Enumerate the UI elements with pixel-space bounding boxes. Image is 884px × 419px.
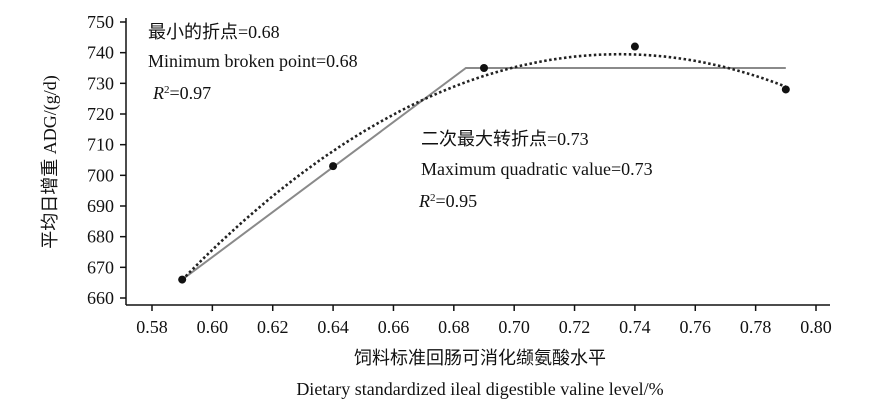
x-tick-label: 0.58 bbox=[136, 317, 168, 337]
y-tick-label: 680 bbox=[87, 227, 114, 247]
data-point bbox=[329, 162, 338, 171]
broken-r2-value: =0.97 bbox=[170, 83, 212, 103]
data-point bbox=[178, 275, 187, 284]
x-tick-label: 0.74 bbox=[619, 317, 651, 337]
x-tick-label: 0.68 bbox=[438, 317, 470, 337]
x-tick-label: 0.66 bbox=[378, 317, 410, 337]
x-tick-label: 0.80 bbox=[800, 317, 832, 337]
y-tick-label: 720 bbox=[87, 104, 114, 124]
quadratic-r2-sup: 2 bbox=[430, 192, 436, 204]
quadratic-r2-value: =0.95 bbox=[436, 191, 478, 211]
data-points bbox=[178, 42, 790, 284]
y-tick-label: 660 bbox=[87, 288, 114, 308]
x-axis-label-cn: 饲料标准回肠可消化缬氨酸水平 bbox=[354, 348, 606, 368]
broken-r2-sup: 2 bbox=[164, 84, 170, 96]
x-tick-label: 0.76 bbox=[680, 317, 712, 337]
y-tick-label: 750 bbox=[87, 12, 114, 32]
quadratic-label-en: Maximum quadratic value=0.73 bbox=[421, 159, 653, 179]
y-tick-label: 690 bbox=[87, 196, 114, 216]
x-tick-label: 0.72 bbox=[559, 317, 591, 337]
y-tick-label: 730 bbox=[87, 73, 114, 93]
y-axis-label: 平均日增重 ADG/(g/d) bbox=[40, 75, 61, 249]
x-tick-label: 0.70 bbox=[498, 317, 530, 337]
quadratic-label-cn: 二次最大转折点=0.73 bbox=[421, 129, 589, 149]
axes bbox=[125, 18, 830, 306]
y-ticks: 660 670 680 690 700 710 720 730 740 750 bbox=[87, 12, 126, 308]
broken-r2-label: R2=0.97 bbox=[152, 83, 211, 103]
x-axis-label-en: Dietary standardized ileal digestible va… bbox=[296, 379, 663, 399]
data-point bbox=[630, 42, 639, 51]
broken-r2-prefix: R bbox=[152, 83, 164, 103]
x-ticks: 0.58 0.60 0.62 0.64 0.66 0.68 0.70 0.72 0.74 0.76… bbox=[136, 305, 832, 337]
data-point bbox=[781, 85, 790, 94]
x-tick-label: 0.62 bbox=[257, 317, 289, 337]
y-tick-label: 710 bbox=[87, 135, 114, 155]
y-tick-label: 700 bbox=[87, 165, 114, 185]
y-tick-label: 670 bbox=[87, 257, 114, 277]
broken-line-series bbox=[181, 67, 786, 281]
broken-point-label-cn: 最小的折点=0.68 bbox=[148, 22, 280, 42]
x-tick-label: 0.64 bbox=[317, 317, 349, 337]
quadratic-r2-label: R2=0.95 bbox=[418, 191, 477, 211]
x-tick-label: 0.78 bbox=[740, 317, 772, 337]
broken-point-label-en: Minimum broken point=0.68 bbox=[148, 51, 358, 71]
quadratic-curve-series bbox=[181, 52, 787, 281]
quadratic-r2-prefix: R bbox=[418, 191, 430, 211]
y-tick-label: 740 bbox=[87, 43, 114, 63]
x-tick-label: 0.60 bbox=[197, 317, 229, 337]
data-point bbox=[480, 64, 488, 72]
